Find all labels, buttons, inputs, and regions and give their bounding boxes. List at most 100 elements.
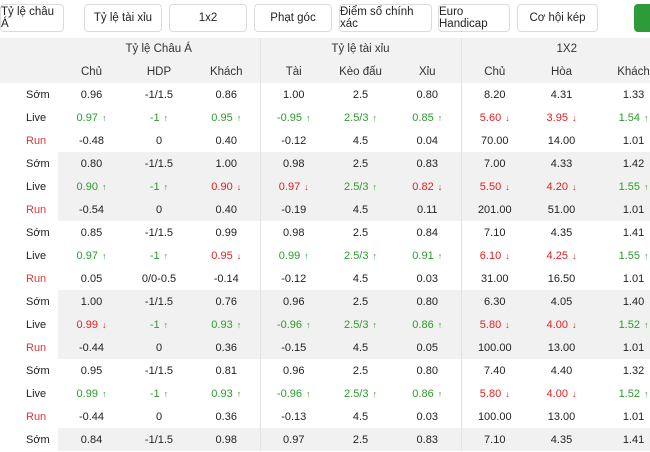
odds-cell[interactable]: -1 ↑ <box>125 175 193 198</box>
odds-cell[interactable]: 0.03 <box>394 267 462 290</box>
odds-cell[interactable]: 7.40 <box>461 359 528 382</box>
odds-cell[interactable]: 4.35 <box>528 221 595 244</box>
odds-cell[interactable]: -0.96 ↑ <box>260 382 327 405</box>
odds-cell[interactable]: 4.5 <box>327 129 394 152</box>
odds-cell[interactable]: 0.95 ↑ <box>193 106 261 129</box>
odds-cell[interactable]: -0.19 <box>260 198 327 221</box>
odds-cell[interactable]: 0.90 ↓ <box>193 175 261 198</box>
odds-cell[interactable]: 0.83 <box>394 152 462 175</box>
odds-cell[interactable]: 0.80 <box>394 359 462 382</box>
odds-cell[interactable]: 1.52 ↑ <box>595 313 650 336</box>
odds-cell[interactable]: 1.42 <box>595 152 650 175</box>
odds-cell[interactable]: 0.05 <box>394 336 462 359</box>
odds-cell[interactable]: 0.99 <box>193 221 261 244</box>
odds-cell[interactable]: 1.01 <box>595 336 650 359</box>
odds-cell[interactable]: -1 ↑ <box>125 244 193 267</box>
odds-cell[interactable]: 5.60 ↓ <box>461 106 528 129</box>
odds-cell[interactable]: 0.98 <box>260 221 327 244</box>
odds-cell[interactable]: 0/0-0.5 <box>125 267 193 290</box>
odds-cell[interactable]: 1.33 <box>595 83 650 106</box>
odds-cell[interactable]: 31.00 <box>461 267 528 290</box>
odds-cell[interactable]: 1.01 <box>595 129 650 152</box>
odds-cell[interactable]: 0.76 <box>193 290 261 313</box>
odds-cell[interactable]: 0.05 <box>58 267 125 290</box>
odds-cell[interactable]: 5.50 ↓ <box>461 175 529 198</box>
odds-cell[interactable]: 0.84 <box>394 221 462 244</box>
odds-cell[interactable]: 0 <box>125 336 193 359</box>
odds-cell[interactable]: 4.5 <box>327 267 394 290</box>
odds-cell[interactable]: 0.85 <box>58 221 125 244</box>
tab-euro-handicap[interactable]: Euro Handicap <box>438 4 510 32</box>
odds-cell[interactable]: 0.97 ↑ <box>58 244 125 267</box>
odds-cell[interactable]: -1 ↑ <box>125 313 193 336</box>
odds-cell[interactable]: 0.95 <box>58 359 125 382</box>
odds-cell[interactable]: 4.5 <box>327 405 394 428</box>
odds-cell[interactable]: 1.52 ↑ <box>595 382 650 405</box>
odds-cell[interactable]: -0.48 <box>58 129 125 152</box>
odds-cell[interactable]: 16.50 <box>528 267 595 290</box>
odds-cell[interactable]: 0.98 <box>260 152 327 175</box>
odds-cell[interactable]: 0.82 ↓ <box>394 175 462 198</box>
odds-cell[interactable]: 6.10 ↓ <box>461 244 528 267</box>
odds-cell[interactable]: -1/1.5 <box>125 428 193 451</box>
odds-cell[interactable]: 2.5 <box>327 428 394 451</box>
odds-cell[interactable]: 2.5 <box>327 290 394 313</box>
odds-cell[interactable]: 4.05 <box>528 290 596 313</box>
odds-cell[interactable]: -1/1.5 <box>125 290 193 313</box>
odds-cell[interactable]: 5.80 ↓ <box>461 313 529 336</box>
odds-cell[interactable]: 100.00 <box>461 405 528 428</box>
odds-cell[interactable]: 0 <box>125 405 193 428</box>
odds-cell[interactable]: 4.5 <box>327 198 394 221</box>
odds-cell[interactable]: 100.00 <box>461 336 529 359</box>
odds-cell[interactable]: 1.54 ↑ <box>595 106 650 129</box>
odds-cell[interactable]: -1/1.5 <box>125 359 193 382</box>
odds-cell[interactable]: 0.86 ↑ <box>394 313 462 336</box>
odds-cell[interactable]: 0.40 <box>193 129 261 152</box>
odds-cell[interactable]: 2.5/3 ↑ <box>327 106 394 129</box>
odds-cell[interactable]: 2.5/3 ↑ <box>327 382 394 405</box>
odds-cell[interactable]: 13.00 <box>528 336 596 359</box>
odds-cell[interactable]: 4.25 ↓ <box>528 244 595 267</box>
tab-correct-score[interactable]: Điểm số chính xác <box>339 4 432 32</box>
odds-cell[interactable]: 7.00 <box>461 152 529 175</box>
tab-1x2[interactable]: 1x2 <box>169 4 247 32</box>
odds-cell[interactable]: 0.85 ↑ <box>394 106 462 129</box>
odds-cell[interactable]: 6.30 <box>461 290 529 313</box>
odds-cell[interactable]: 0.80 <box>394 83 462 106</box>
tab-corners[interactable]: Phạt góc <box>254 4 332 32</box>
odds-cell[interactable]: 2.5 <box>327 83 394 106</box>
odds-cell[interactable]: 51.00 <box>528 198 596 221</box>
odds-cell[interactable]: -0.44 <box>58 405 125 428</box>
odds-cell[interactable]: 13.00 <box>528 405 595 428</box>
odds-cell[interactable]: 2.5 <box>327 221 394 244</box>
odds-cell[interactable]: 4.00 ↓ <box>528 382 595 405</box>
odds-cell[interactable]: 4.00 ↓ <box>528 313 596 336</box>
odds-cell[interactable]: 0.98 <box>193 428 261 451</box>
odds-cell[interactable]: -1/1.5 <box>125 221 193 244</box>
odds-cell[interactable]: 70.00 <box>461 129 528 152</box>
odds-cell[interactable]: 2.5/3 ↑ <box>327 244 394 267</box>
odds-cell[interactable]: -0.95 ↑ <box>260 106 327 129</box>
odds-cell[interactable]: 8.20 <box>461 83 528 106</box>
odds-cell[interactable]: 2.5/3 ↑ <box>327 313 394 336</box>
odds-cell[interactable]: 0.97 ↓ <box>260 175 327 198</box>
odds-cell[interactable]: 1.41 <box>595 428 650 451</box>
odds-cell[interactable]: -0.96 ↑ <box>260 313 327 336</box>
odds-cell[interactable]: 0.93 ↑ <box>193 313 261 336</box>
odds-cell[interactable]: 0.40 <box>193 198 261 221</box>
odds-cell[interactable]: 7.10 <box>461 428 529 451</box>
odds-cell[interactable]: 1.40 <box>595 290 650 313</box>
odds-cell[interactable]: 1.00 <box>260 83 327 106</box>
odds-cell[interactable]: 201.00 <box>461 198 529 221</box>
tab-over-under[interactable]: Tỷ lệ tài xỉu <box>84 4 162 32</box>
odds-cell[interactable]: 0.96 <box>260 290 327 313</box>
odds-cell[interactable]: 2.5 <box>327 359 394 382</box>
odds-cell[interactable]: -0.44 <box>58 336 125 359</box>
odds-cell[interactable]: 0 <box>125 198 193 221</box>
odds-cell[interactable]: -1 ↑ <box>125 382 193 405</box>
odds-cell[interactable]: 0.96 <box>260 359 327 382</box>
odds-cell[interactable]: -0.12 <box>260 129 327 152</box>
odds-cell[interactable]: -0.12 <box>260 267 327 290</box>
odds-cell[interactable]: 0.81 <box>193 359 261 382</box>
odds-cell[interactable]: 4.5 <box>327 336 394 359</box>
